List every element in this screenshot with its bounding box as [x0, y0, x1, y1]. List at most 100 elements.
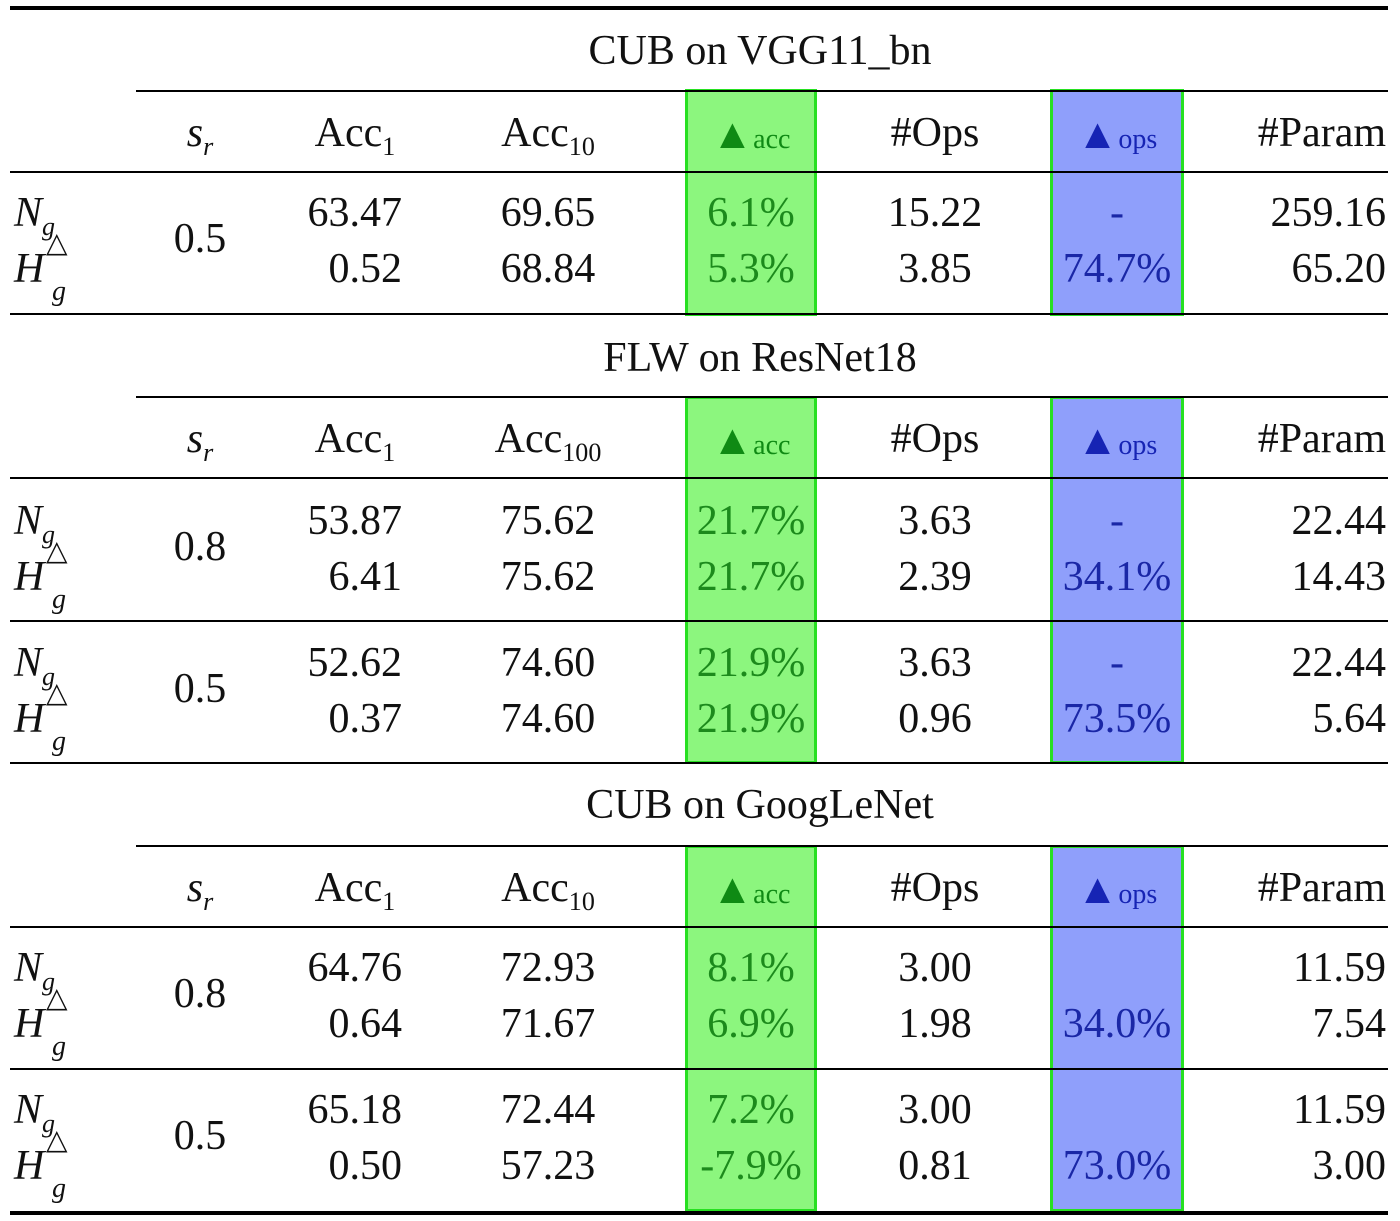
- ng-symbol: N: [14, 1087, 43, 1133]
- triangle-up-icon: ▲: [711, 418, 754, 464]
- col-header-delta-acc: ▲acc: [712, 869, 791, 911]
- triangle-up-icon: ▲: [711, 112, 754, 158]
- cell-delta-ops: 73.0%: [1062, 1143, 1172, 1189]
- triangle-outline-icon: △: [46, 678, 68, 709]
- cell-acc1: 63.47: [307, 190, 403, 236]
- cell-ops: 1.98: [898, 1001, 972, 1047]
- cell-param: 65.20: [1291, 246, 1387, 292]
- triangle-up-icon: ▲: [1076, 867, 1119, 913]
- triangle-outline-icon: △: [46, 983, 68, 1014]
- cell-delta-acc: 8.1%: [707, 945, 795, 991]
- cell-ops: 0.81: [898, 1143, 972, 1189]
- delta-acc-subscript: acc: [753, 124, 791, 155]
- ops-highlight-band-1: [1050, 89, 1184, 316]
- col-header-sr: sr: [187, 418, 214, 466]
- cell-ops: 3.63: [898, 498, 972, 544]
- row-label-ng: Ng: [14, 947, 55, 995]
- cell-param: 11.59: [1293, 1087, 1386, 1133]
- ng-subscript: g: [42, 967, 56, 997]
- sr-subscript: r: [203, 887, 214, 917]
- row-label-ng: Ng: [14, 1087, 55, 1137]
- cell-delta-acc: 21.9%: [696, 696, 806, 742]
- ng-symbol: N: [14, 498, 43, 544]
- ng-subscript: g: [42, 212, 56, 242]
- col-header-delta-acc: ▲acc: [712, 420, 791, 462]
- col-header-acck: Acc10: [501, 867, 595, 915]
- cell-ops: 3.00: [898, 945, 972, 991]
- cell-param: 11.59: [1293, 945, 1386, 991]
- cell-acck: 72.93: [500, 945, 596, 991]
- row-label-ng: Ng: [14, 498, 55, 548]
- col-header-param: #Param: [1257, 865, 1386, 911]
- cell-delta-ops: 34.0%: [1062, 1001, 1172, 1047]
- cell-param: 5.64: [1312, 696, 1387, 742]
- col-header-sr: sr: [186, 865, 214, 915]
- section-2-group-rule: [10, 620, 1388, 622]
- col-header-ops: #Ops: [890, 865, 980, 911]
- cell-ops: 3.00: [898, 1087, 972, 1133]
- acc1-base: Acc: [314, 416, 383, 462]
- section-3-column-rule: [10, 926, 1388, 928]
- cell-acc1: 0.52: [328, 246, 403, 292]
- section-title: CUB on VGG11_bn: [588, 28, 932, 74]
- ng-symbol: N: [14, 190, 43, 236]
- triangle-up-icon: ▲: [1076, 112, 1119, 158]
- sr-subscript: r: [203, 132, 214, 162]
- cell-acc1: 64.76: [307, 945, 403, 991]
- cell-acc1: 53.87: [307, 498, 403, 544]
- cell-ops: 15.22: [887, 190, 983, 236]
- acck-subscript: 10: [568, 887, 595, 917]
- cell-ops: 3.85: [898, 246, 972, 292]
- acc1-subscript: 1: [382, 438, 396, 468]
- ng-subscript: g: [42, 662, 56, 692]
- cell-acc1: 0.64: [328, 1001, 403, 1047]
- cell-param: 7.54: [1312, 1001, 1387, 1047]
- col-header-ops: #Ops: [890, 416, 980, 462]
- triangle-outline-icon: △: [46, 536, 68, 567]
- col-header-delta-ops: ▲ops: [1077, 114, 1157, 156]
- cell-delta-ops: -: [1110, 190, 1124, 236]
- triangle-up-icon: ▲: [711, 867, 754, 913]
- cell-delta-ops: -: [1110, 498, 1124, 544]
- cell-param: 3.00: [1312, 1143, 1387, 1189]
- ops-highlight-band-3: [1050, 845, 1184, 1212]
- triangle-outline-icon: △: [46, 1125, 68, 1156]
- hg-subscript: g: [52, 1173, 66, 1204]
- cell-delta-acc: 21.7%: [696, 554, 806, 600]
- section-1-bottom-rule: [10, 313, 1388, 315]
- delta-acc-subscript: acc: [753, 879, 791, 910]
- hg-subscript: g: [52, 276, 66, 307]
- cell-acck: 74.60: [500, 696, 596, 742]
- acck-base: Acc: [501, 110, 569, 156]
- section-title: FLW on ResNet18: [603, 335, 917, 381]
- cell-acc1: 0.37: [328, 696, 403, 742]
- cell-acc1: 0.50: [328, 1143, 403, 1189]
- acc1-subscript: 1: [382, 132, 396, 162]
- cell-delta-ops: 34.1%: [1062, 554, 1172, 600]
- section-2-column-rule: [10, 477, 1388, 479]
- cell-param: 259.16: [1270, 190, 1387, 236]
- cell-acck: 75.62: [500, 554, 596, 600]
- acc1-base: Acc: [314, 110, 383, 156]
- sr-symbol: s: [186, 865, 204, 911]
- hg-symbol: H: [14, 696, 45, 742]
- ng-subscript: g: [42, 520, 56, 550]
- acck-subscript: 10: [568, 132, 595, 162]
- cell-delta-acc: 6.9%: [707, 1001, 795, 1047]
- sr-subscript: r: [203, 438, 214, 468]
- section-3-header-rule: [136, 845, 1388, 847]
- cell-acck: 71.67: [500, 1001, 596, 1047]
- hg-symbol: H: [14, 1001, 45, 1047]
- top-rule: [10, 6, 1388, 10]
- delta-ops-subscript: ops: [1118, 430, 1158, 461]
- row-label-ng: Ng: [14, 642, 55, 690]
- cell-param: 14.43: [1291, 554, 1387, 600]
- cell-acck: 75.62: [500, 498, 596, 544]
- col-header-acck: Acc100: [495, 418, 602, 466]
